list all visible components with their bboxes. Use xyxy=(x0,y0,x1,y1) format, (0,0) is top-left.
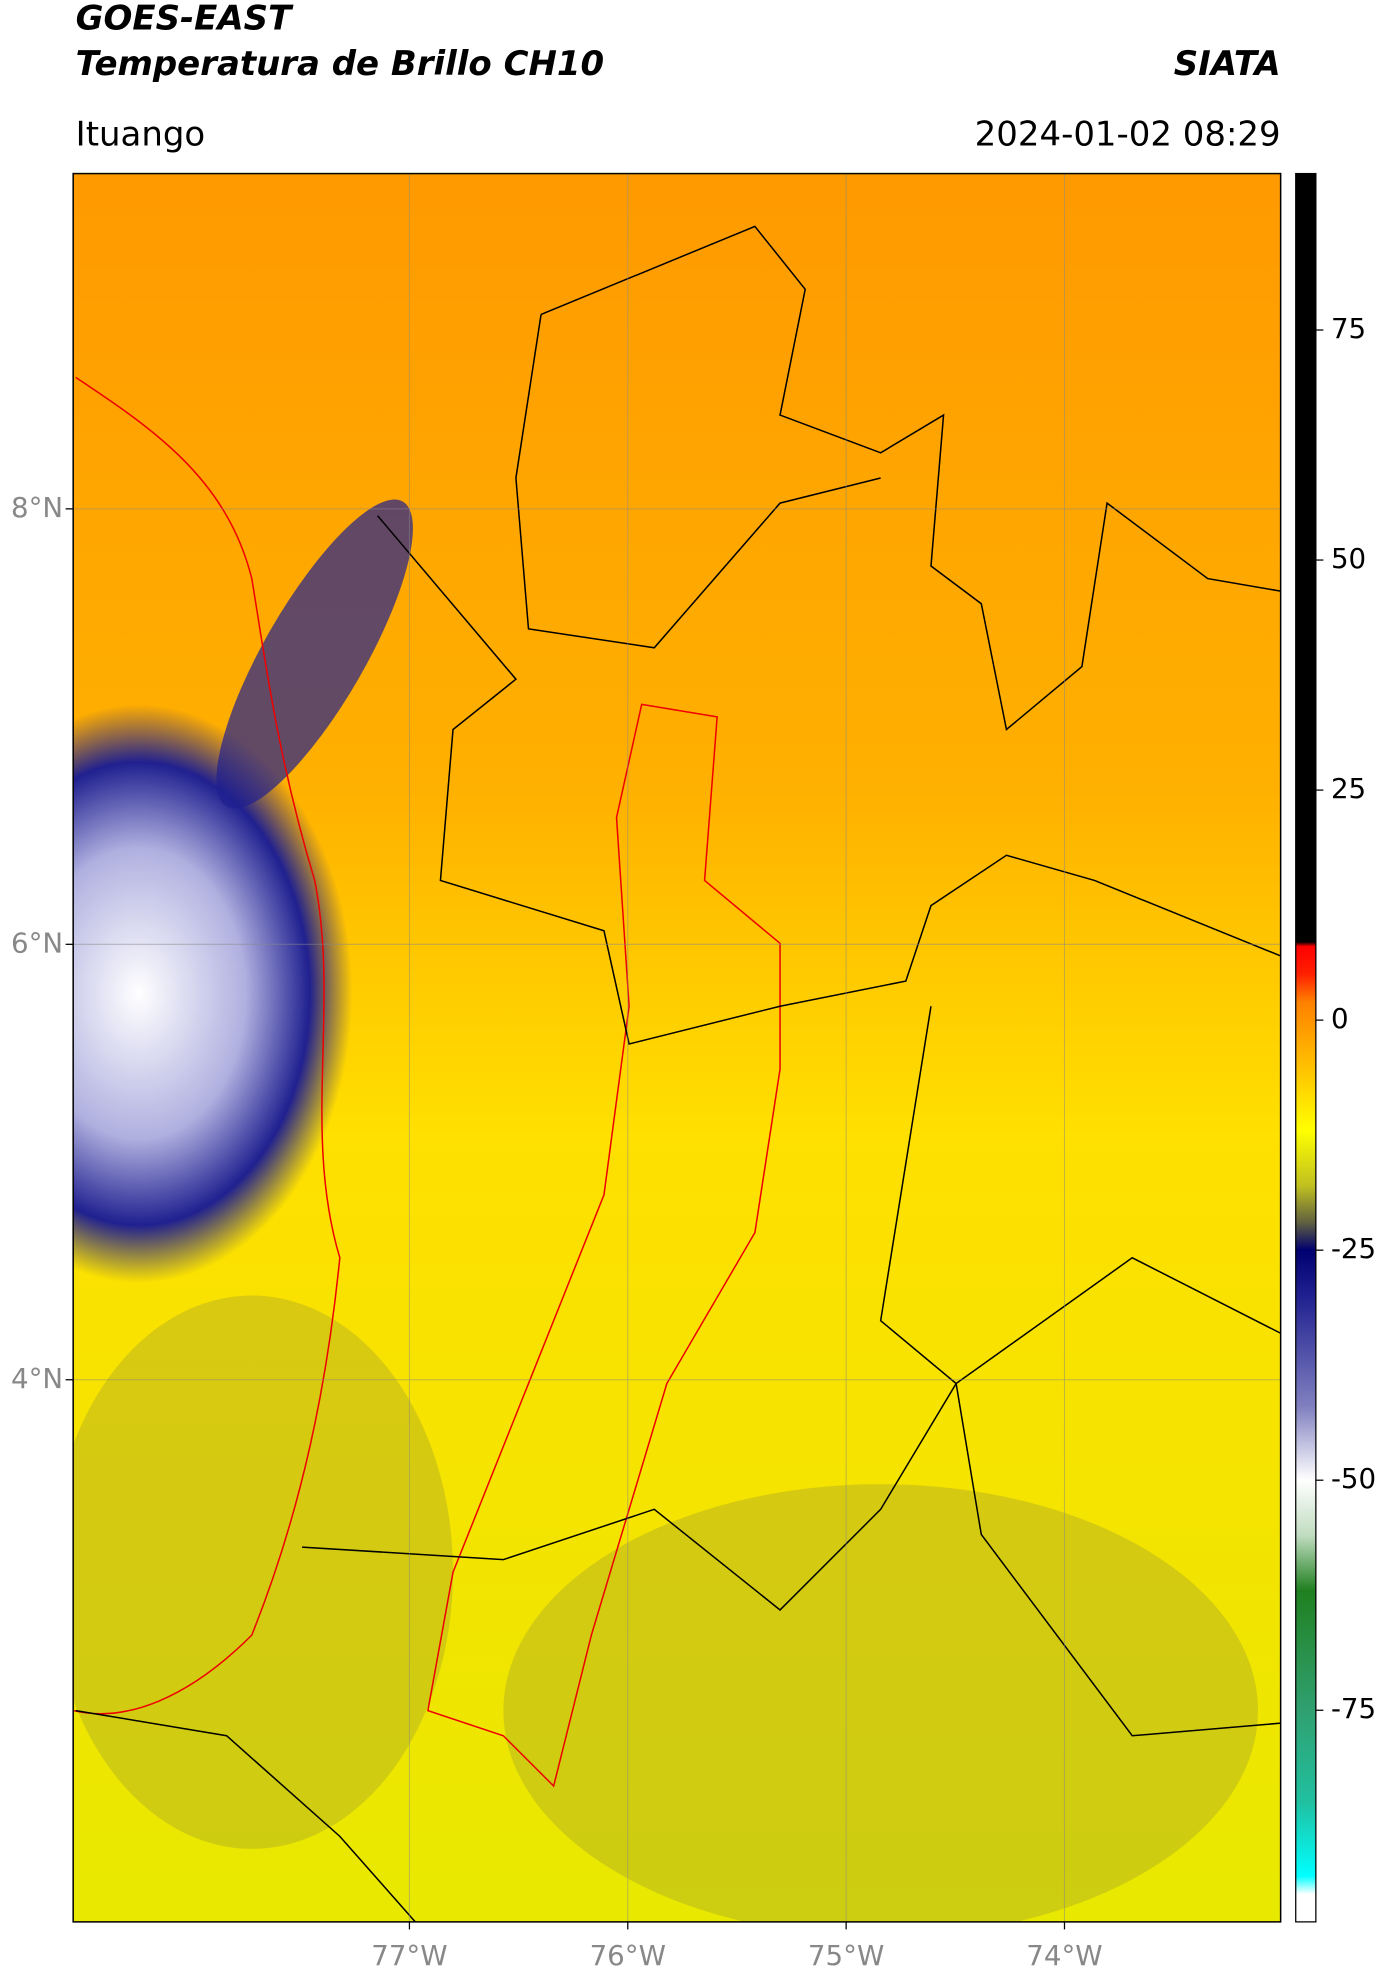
colorbar-tick-label: 75 xyxy=(1331,312,1366,345)
colorbar-tick-label: 0 xyxy=(1331,1002,1349,1035)
subtitle: Temperatura de Brillo CH10 xyxy=(76,44,604,84)
x-tick-label: 74°W xyxy=(1026,1939,1102,1972)
colorbar-tick-label: -25 xyxy=(1331,1232,1376,1265)
datetime: 2024-01-02 08:29 xyxy=(975,114,1281,154)
location: Ituango xyxy=(76,114,206,154)
colorbar-tick-label: 25 xyxy=(1331,772,1366,805)
y-tick-label: 4°N xyxy=(11,1362,63,1395)
graticule xyxy=(73,173,1281,1922)
title: GOES-EAST xyxy=(76,0,294,39)
y-tick-label: 8°N xyxy=(11,491,63,524)
colorbar-tick-label: 50 xyxy=(1331,542,1366,575)
colorbar-tick-label: -75 xyxy=(1331,1692,1376,1725)
x-tick-label: 77°W xyxy=(371,1939,447,1972)
map-image xyxy=(73,173,1281,1922)
y-tick-label: 6°N xyxy=(11,926,63,959)
source: SIATA xyxy=(1174,44,1281,84)
x-tick-label: 75°W xyxy=(808,1939,884,1972)
map-frame xyxy=(72,172,1282,1923)
colorbar-tick-label: -50 xyxy=(1331,1462,1376,1495)
colorbar xyxy=(1295,172,1317,1923)
x-tick-label: 76°W xyxy=(590,1939,666,1972)
